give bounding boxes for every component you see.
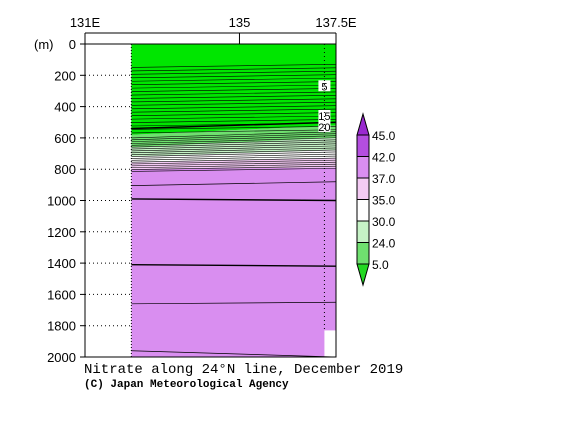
- colorbar-level-label: 37.0: [372, 172, 396, 186]
- contour-line: [131, 135, 337, 142]
- colorbar-under-triangle: [356, 263, 370, 287]
- contour-line: [131, 157, 337, 163]
- contour-line: [131, 112, 337, 116]
- contour-line: [131, 67, 337, 72]
- contour-label-bg: [318, 80, 331, 92]
- contour-line: [131, 161, 337, 167]
- x-axis: 131E 135 137.5E: [70, 15, 357, 44]
- contour-line: [131, 198, 337, 202]
- contour-line: [131, 133, 337, 141]
- colorbar-band: [356, 134, 370, 157]
- x-tick-label: 131E: [70, 15, 101, 30]
- contour-line: [131, 121, 337, 130]
- contour-line: [131, 141, 337, 148]
- contour-line: [131, 137, 337, 144]
- contour-line: [131, 105, 337, 110]
- field-band: [131, 150, 336, 163]
- contour-line: [131, 145, 337, 152]
- colorbar-level-label: 45.0: [372, 129, 396, 143]
- colorbar: 45.0 42.0 37.0 35.0 30.0 24.0 5.0: [356, 112, 396, 287]
- contour-line: [131, 149, 337, 155]
- contour-line: [131, 139, 337, 146]
- contour-line: [131, 143, 337, 150]
- contour-line: [131, 153, 337, 159]
- colorbar-level-label: 42.0: [372, 151, 396, 165]
- contour-line: [131, 101, 337, 106]
- x-tick-label: 135: [229, 15, 251, 30]
- field-band: [131, 137, 336, 157]
- y-tick-label: 1600: [47, 287, 76, 302]
- contour-line: [131, 88, 337, 92]
- colorbar-level-label: 30.0: [372, 215, 396, 229]
- colorbar-level-label: 5.0: [372, 258, 389, 272]
- contour-line: [131, 95, 337, 99]
- contour-line: [131, 84, 337, 89]
- contour-line: [131, 131, 337, 139]
- colorbar-band: [356, 177, 370, 200]
- y-tick-label: 800: [54, 162, 76, 177]
- y-axis-unit: (m): [34, 37, 54, 52]
- contour-line: [131, 108, 337, 113]
- y-tick-label: 1400: [47, 256, 76, 271]
- contour-label: 5: [321, 81, 327, 93]
- contour-line: [131, 167, 337, 172]
- contour-line: [131, 151, 337, 157]
- chart-title: Nitrate along 24°N line, December 2019: [84, 362, 403, 378]
- contour-line: [131, 70, 337, 75]
- contour-line: [131, 155, 337, 161]
- colorbar-level-label: 35.0: [372, 194, 396, 208]
- y-tick-label: 2000: [47, 350, 76, 365]
- missing-data-area: [324, 330, 336, 357]
- contour-line: [131, 126, 337, 130]
- contour-line: [131, 119, 337, 123]
- contour-line: [131, 301, 337, 305]
- colorbar-band: [356, 199, 370, 222]
- x-tick-label: 137.5E: [315, 15, 357, 30]
- colorbar-over-triangle: [356, 112, 370, 136]
- colorbar-band: [356, 220, 370, 243]
- contour-line: [131, 263, 337, 267]
- y-tick-label: 200: [54, 68, 76, 83]
- contour-label: 20: [318, 122, 330, 134]
- contour-line: [131, 129, 337, 134]
- contour-line: [131, 64, 337, 68]
- y-tick-label: 1800: [47, 319, 76, 334]
- y-tick-label: 1200: [47, 225, 76, 240]
- colorbar-band: [356, 156, 370, 179]
- contour-line: [131, 163, 337, 169]
- contour-line: [131, 98, 337, 103]
- y-axis: 0 200 400 600 800 1000 1200 1400 1600 1800 2000: [47, 37, 132, 365]
- contour-line: [131, 77, 337, 82]
- contour-line: [131, 165, 337, 170]
- contour-line: [131, 74, 337, 79]
- y-tick-label: 600: [54, 131, 76, 146]
- contour-line: [131, 147, 337, 154]
- contour-line: [131, 350, 337, 358]
- contour-line: [131, 159, 337, 165]
- contour-label-bg: [318, 109, 331, 121]
- contour-line: [131, 181, 337, 186]
- contour-lines: [131, 64, 337, 358]
- contour-label-bg: [318, 120, 331, 132]
- y-tick-label: 1000: [47, 194, 76, 209]
- contour-line: [131, 91, 337, 96]
- credit-text: (C) Japan Meteorological Agency: [84, 379, 289, 391]
- y-tick-label: 400: [54, 100, 76, 115]
- contour-line: [131, 81, 337, 85]
- y-tick-label: 0: [69, 37, 76, 52]
- colorbar-level-label: 24.0: [372, 237, 396, 251]
- contour-line: [131, 115, 337, 120]
- colorbar-band: [356, 242, 370, 265]
